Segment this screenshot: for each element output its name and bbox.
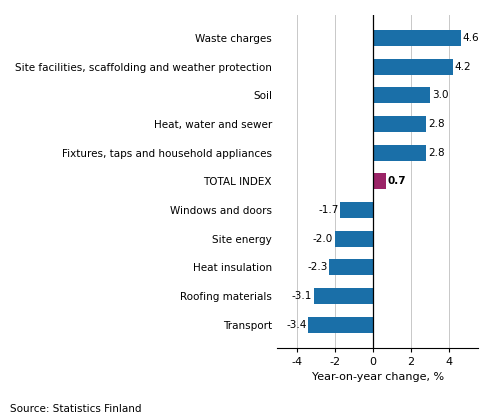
Text: -3.4: -3.4 (286, 319, 307, 330)
Bar (373, 173, 387, 189)
Bar (329, 260, 373, 275)
Text: 4.6: 4.6 (462, 33, 479, 43)
Text: 2.8: 2.8 (428, 119, 445, 129)
Bar (373, 59, 453, 74)
Bar (373, 116, 426, 132)
Text: -2.3: -2.3 (307, 262, 327, 272)
X-axis label: Year-on-year change, %: Year-on-year change, % (312, 372, 444, 382)
Text: 2.8: 2.8 (428, 148, 445, 158)
Bar (341, 202, 373, 218)
Text: -3.1: -3.1 (292, 291, 312, 301)
Text: 0.7: 0.7 (388, 176, 406, 186)
Bar (314, 288, 373, 304)
Bar (373, 145, 426, 161)
Bar (373, 87, 430, 103)
Text: -1.7: -1.7 (318, 205, 339, 215)
Text: 3.0: 3.0 (432, 90, 448, 100)
Bar (373, 30, 461, 46)
Bar (308, 317, 373, 332)
Text: Source: Statistics Finland: Source: Statistics Finland (10, 404, 141, 414)
Text: 4.2: 4.2 (455, 62, 471, 72)
Text: -2.0: -2.0 (313, 234, 333, 244)
Bar (335, 231, 373, 247)
